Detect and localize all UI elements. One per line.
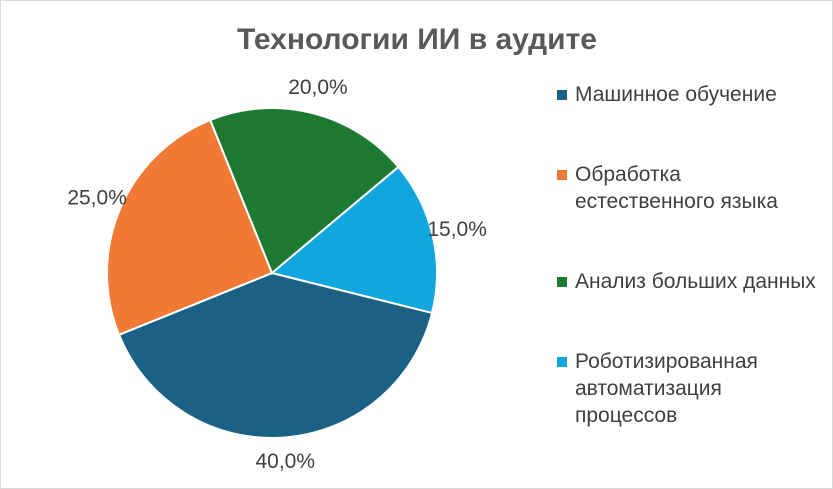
data-label: 40,0%	[255, 450, 315, 473]
legend-label: Анализ больших данных	[575, 270, 816, 293]
pie-slice	[106, 118, 274, 337]
legend-item: Анализ больших данных	[557, 268, 819, 295]
pie-slice	[117, 271, 434, 439]
data-label: 15,0%	[427, 218, 487, 241]
legend-item: Обработка естественного языка	[557, 161, 819, 215]
legend-item: Роботизированная автоматизация процессов	[557, 348, 819, 429]
data-label: 20,0%	[288, 76, 348, 99]
legend-swatch	[557, 277, 567, 287]
chart-title: Технологии ИИ в аудите	[237, 23, 597, 56]
legend-swatch	[557, 90, 567, 100]
legend: Машинное обучение Обработка естественного…	[557, 81, 819, 429]
legend-label: Машинное обучение	[575, 83, 777, 106]
pie-slice	[269, 165, 438, 315]
legend-item: Машинное обучение	[557, 81, 819, 108]
legend-label: Роботизированная автоматизация процессов	[575, 350, 758, 427]
legend-swatch	[557, 357, 567, 367]
legend-swatch	[557, 170, 567, 180]
data-label: 25,0%	[67, 186, 127, 209]
legend-label: Обработка естественного языка	[575, 163, 778, 213]
pie-slice	[208, 107, 400, 275]
